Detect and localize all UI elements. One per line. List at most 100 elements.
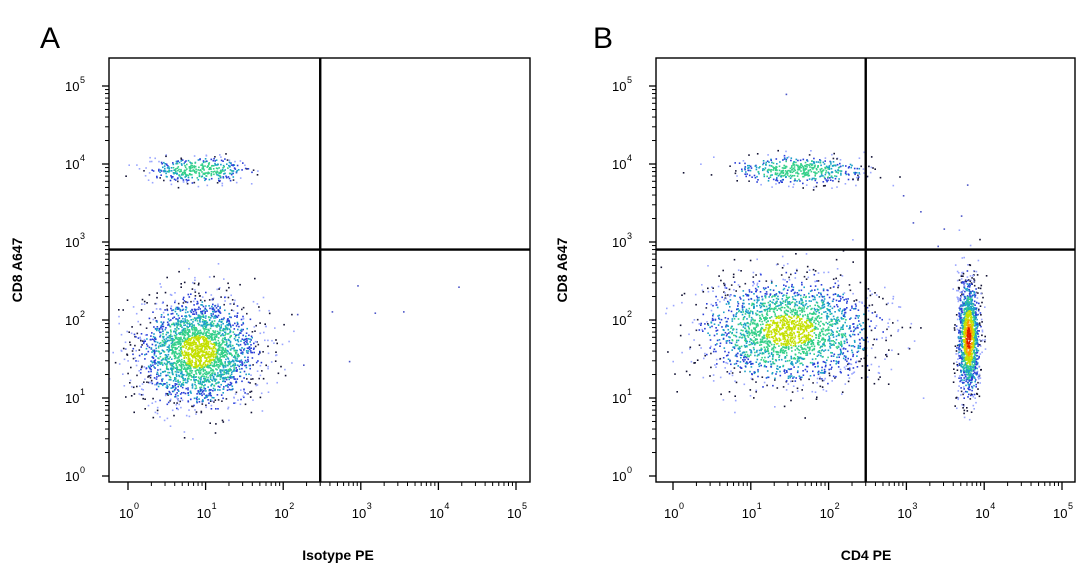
event-point <box>207 346 210 349</box>
event-point <box>826 316 828 319</box>
event-point <box>838 320 841 322</box>
event-point <box>184 361 187 364</box>
event-point <box>240 332 242 334</box>
event-point <box>145 167 147 169</box>
event-point <box>848 367 851 370</box>
event-point <box>137 360 140 362</box>
event-point <box>791 362 794 365</box>
event-point <box>244 343 246 346</box>
event-point <box>816 294 818 296</box>
event-point <box>745 345 747 348</box>
event-point <box>751 330 753 332</box>
event-point <box>216 330 219 333</box>
event-point <box>811 349 814 352</box>
event-point <box>217 342 219 345</box>
event-point <box>157 373 159 375</box>
event-point <box>221 333 224 335</box>
event-point <box>772 347 775 349</box>
event-point <box>191 364 193 366</box>
event-point <box>223 303 225 306</box>
event-point <box>714 319 717 321</box>
event-point <box>749 343 752 346</box>
event-point <box>749 323 751 326</box>
y-tick-exponent: 4 <box>80 153 85 163</box>
event-point <box>214 160 216 162</box>
event-point <box>828 303 830 305</box>
event-point <box>187 320 190 322</box>
event-point <box>767 376 770 379</box>
event-point <box>244 167 247 170</box>
event-point <box>827 328 829 330</box>
event-point <box>160 372 162 375</box>
event-point <box>159 334 162 337</box>
event-point <box>171 177 173 179</box>
event-point <box>737 323 740 326</box>
event-point <box>170 393 172 396</box>
event-point <box>148 172 151 174</box>
event-point <box>118 315 120 318</box>
event-point <box>235 171 238 173</box>
event-point <box>762 386 764 388</box>
event-point <box>195 369 198 372</box>
event-point <box>193 333 196 336</box>
event-point <box>854 317 857 320</box>
event-point <box>202 337 205 339</box>
event-point <box>172 309 175 311</box>
event-point <box>824 349 827 351</box>
event-point <box>784 300 787 302</box>
event-point <box>199 383 201 385</box>
event-point <box>268 312 271 315</box>
event-point <box>180 163 183 165</box>
event-point <box>813 347 816 350</box>
event-point <box>181 164 183 166</box>
event-point <box>144 408 146 410</box>
event-point <box>191 387 194 389</box>
y-tick-label: 10 <box>65 157 79 172</box>
event-point <box>763 365 766 368</box>
event-point <box>216 375 218 378</box>
event-point <box>241 367 243 370</box>
event-point <box>258 309 261 312</box>
event-point <box>237 169 240 171</box>
event-point <box>170 175 172 177</box>
event-point <box>216 170 218 173</box>
event-point <box>787 301 789 303</box>
event-point <box>796 358 799 360</box>
event-point <box>717 285 720 288</box>
event-point <box>764 295 767 297</box>
event-point <box>182 377 184 379</box>
event-point <box>224 309 226 312</box>
event-point <box>191 337 194 339</box>
event-point <box>137 337 140 339</box>
event-point <box>182 317 184 320</box>
event-point <box>190 372 193 374</box>
event-point <box>202 165 205 168</box>
event-point <box>161 349 164 351</box>
event-point <box>212 343 215 345</box>
event-point <box>845 319 847 321</box>
event-point <box>822 304 825 306</box>
event-point <box>215 315 218 318</box>
event-point <box>713 348 716 350</box>
event-point <box>256 370 259 372</box>
event-point <box>183 367 186 369</box>
event-point <box>225 372 228 375</box>
event-point <box>821 378 823 380</box>
event-point <box>807 305 809 308</box>
event-point <box>821 345 823 348</box>
event-point <box>825 329 828 331</box>
event-point <box>712 380 715 382</box>
event-point <box>854 303 857 305</box>
event-point <box>239 348 241 351</box>
event-point <box>746 318 748 320</box>
event-point <box>223 364 226 367</box>
event-point <box>114 361 117 364</box>
event-point <box>788 279 791 281</box>
event-point <box>170 313 173 315</box>
event-point <box>718 314 721 317</box>
event-point <box>823 343 825 345</box>
event-point <box>205 390 207 392</box>
event-point <box>193 308 196 311</box>
event-point <box>171 343 174 345</box>
